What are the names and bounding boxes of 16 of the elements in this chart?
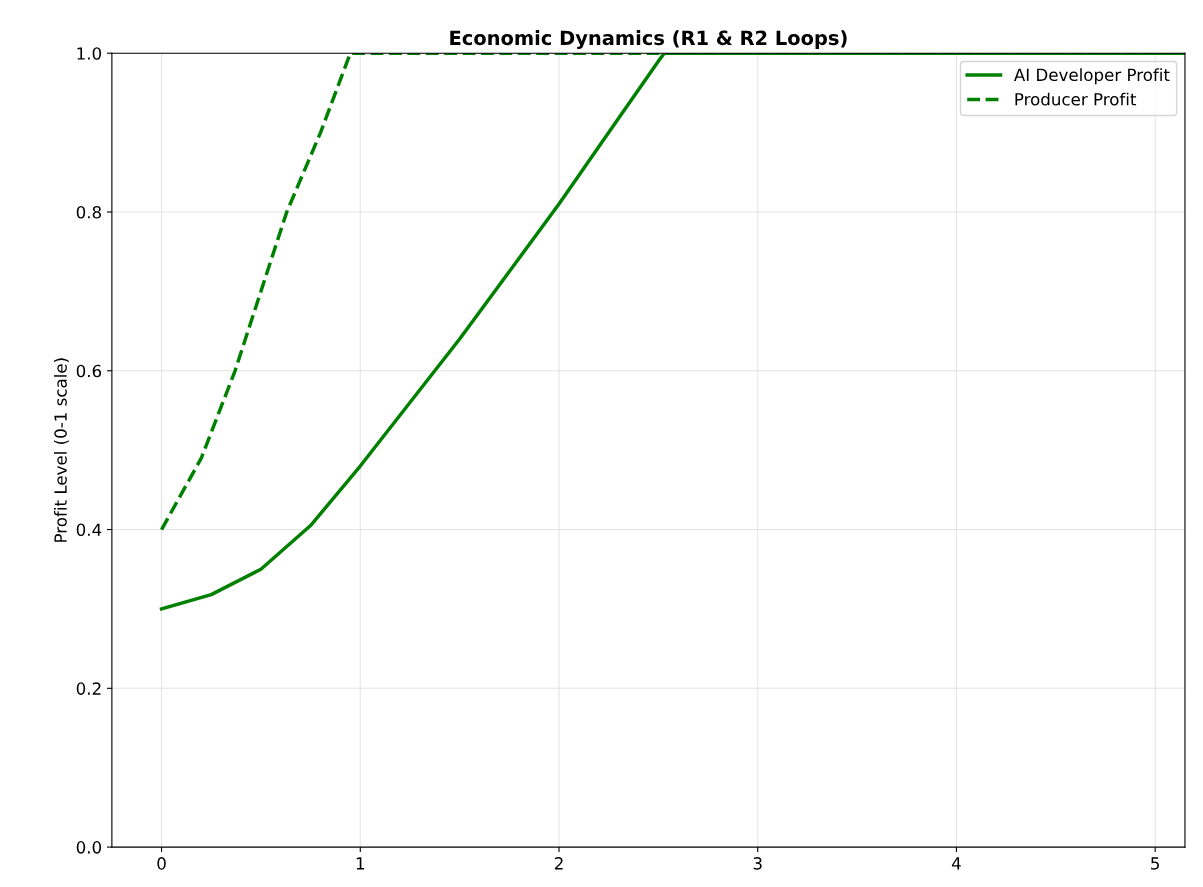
y-tick-label: 0.2	[76, 682, 101, 695]
x-tick-label: 2	[554, 857, 563, 870]
y-tick-label: 0.6	[76, 364, 102, 378]
y-tick-label: 0.0	[76, 841, 102, 854]
y-tick-label: 1.0	[77, 47, 102, 60]
x-tick-label: 5	[1151, 857, 1159, 870]
y-tick-label: 0.8	[76, 205, 102, 219]
y-tick-label: 0.4	[76, 523, 102, 537]
x-tick-label: 0	[157, 857, 166, 870]
x-tick-label: 4	[951, 857, 961, 870]
chart-title: Economic Dynamics (R1 & R2 Loops)	[450, 30, 847, 50]
x-tick-label: 1	[356, 857, 365, 870]
y-axis-title: Profit Level (0-1 scale)	[53, 358, 69, 542]
legend-label: Producer Profit	[1015, 92, 1137, 106]
x-tick-label: 3	[753, 857, 762, 870]
legend-label: AI Developer Profit	[1013, 68, 1170, 85]
